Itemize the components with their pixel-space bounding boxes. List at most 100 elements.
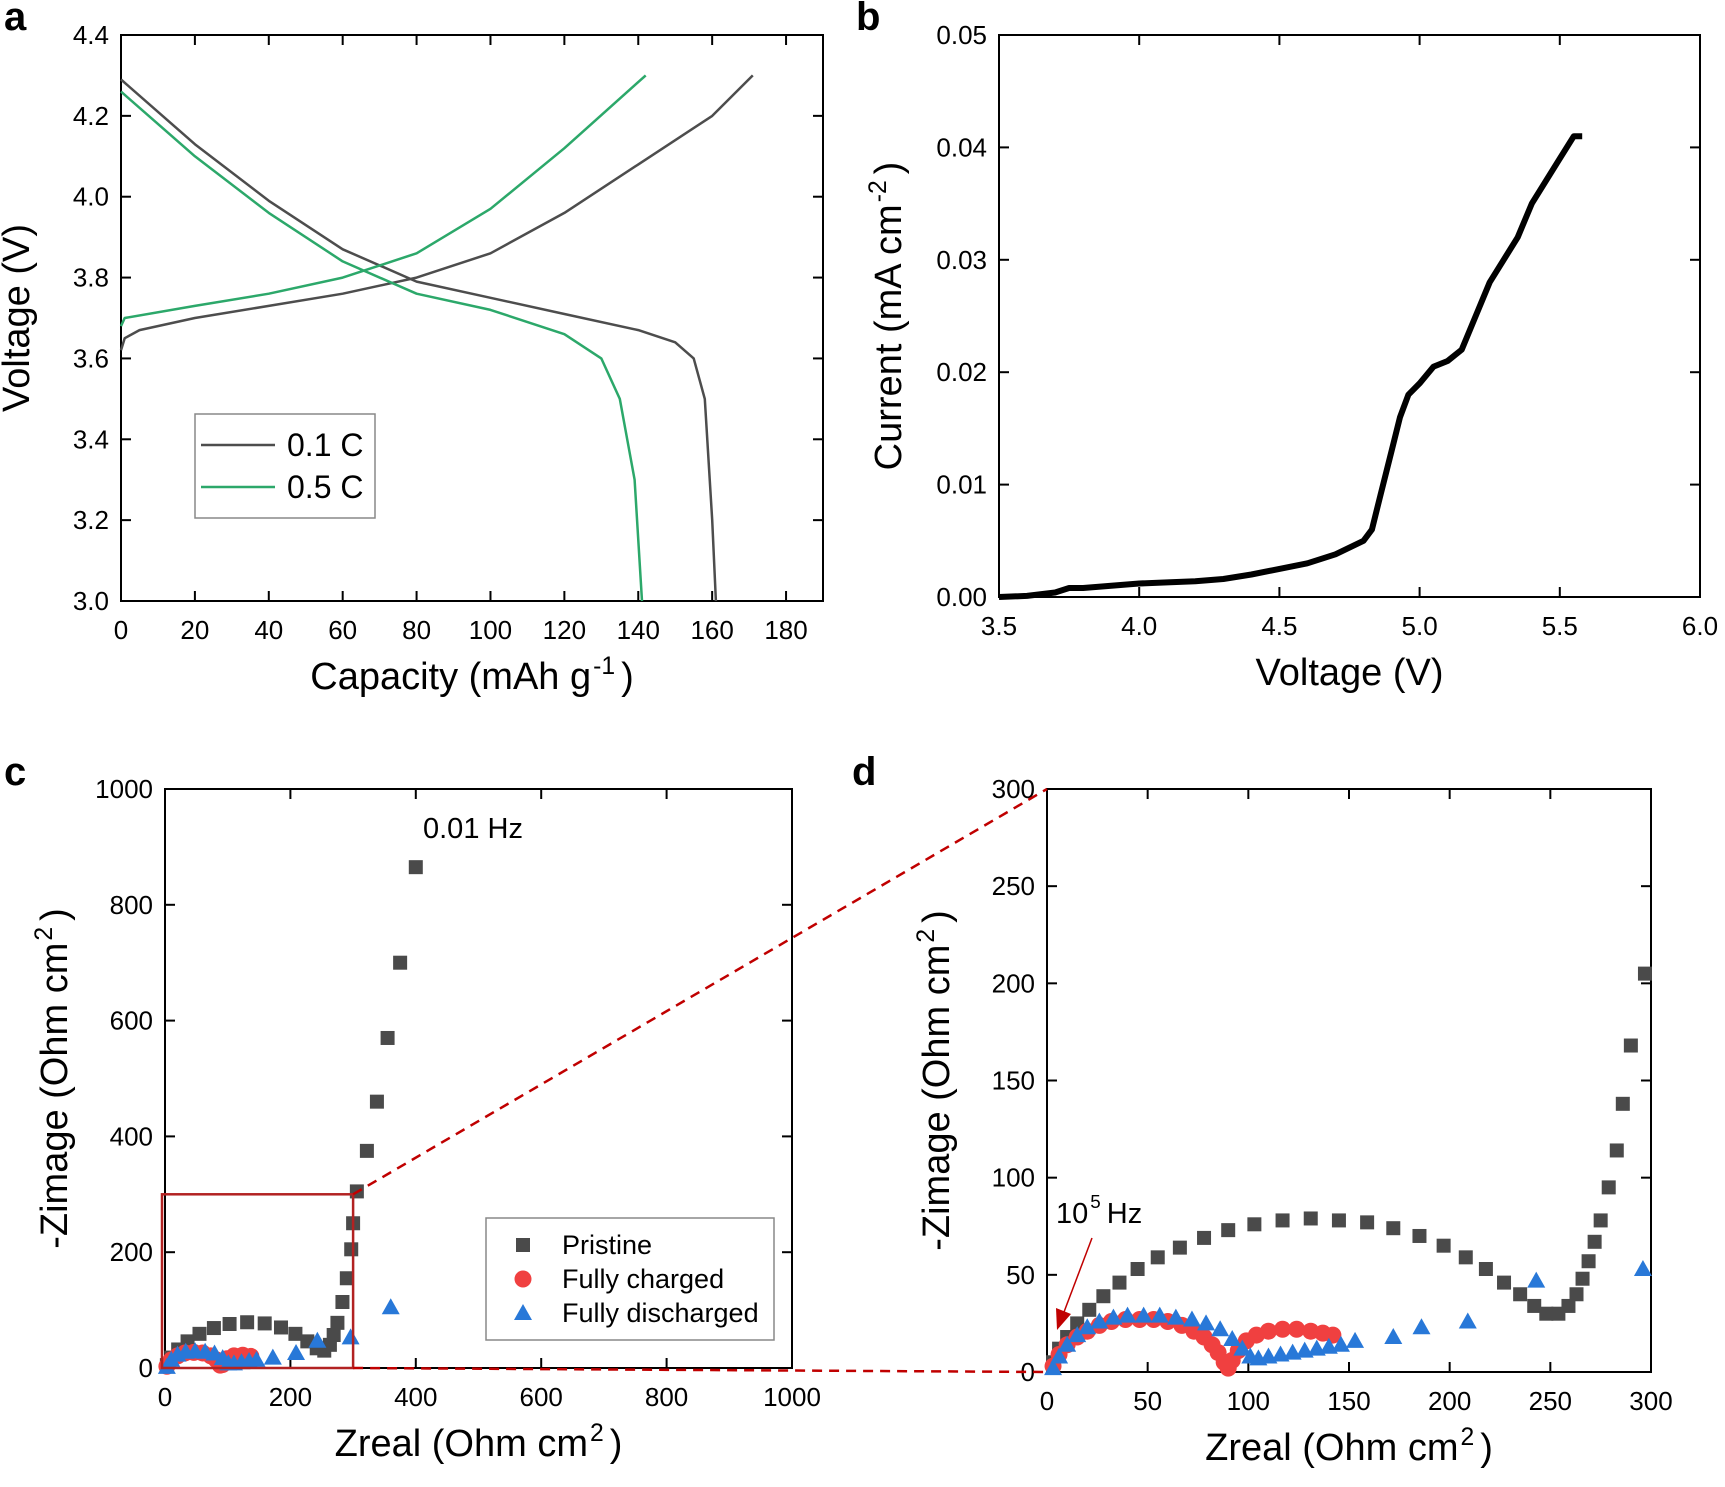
x-axis-label-sup: 2 — [1460, 1424, 1474, 1451]
marker-triangle — [1458, 1312, 1477, 1329]
y-tick-label: 0.05 — [936, 20, 987, 50]
y-axis-label-sup: -2 — [865, 180, 892, 202]
y-tick-label: 0 — [139, 1353, 153, 1383]
legend-label: Fully discharged — [562, 1298, 759, 1328]
y-axis-label-tail: ) — [868, 162, 910, 175]
marker-triangle — [263, 1348, 282, 1365]
marker-triangle — [1346, 1331, 1365, 1348]
x-tick-label: 3.5 — [981, 611, 1017, 641]
x-tick-label: 600 — [520, 1382, 563, 1412]
y-tick-label: 4.4 — [73, 20, 109, 50]
x-tick-label: 200 — [1428, 1386, 1471, 1416]
x-axis-label-text: Zreal (Ohm cm — [1205, 1427, 1458, 1469]
y-axis-label-text: -Zimage (Ohm cm — [34, 943, 76, 1249]
x-tick-label: 140 — [617, 615, 660, 645]
y-tick-label: 3.2 — [73, 505, 109, 535]
marker-square — [288, 1326, 303, 1341]
y-tick-label: 0.01 — [936, 470, 987, 500]
marker-square — [1303, 1211, 1318, 1226]
marker-triangle — [287, 1343, 306, 1360]
legend-label: 0.1 C — [287, 427, 363, 463]
x-tick-label: 50 — [1133, 1386, 1162, 1416]
marker-square — [1609, 1143, 1624, 1158]
marker-square — [1569, 1287, 1584, 1302]
zoom-connector — [353, 1366, 1048, 1374]
y-tick-label: 4.0 — [73, 182, 109, 212]
y-tick-label: 3.0 — [73, 586, 109, 616]
marker-circle — [1288, 1320, 1306, 1338]
marker-square — [335, 1294, 350, 1309]
y-axis-label-sup: 2 — [31, 927, 58, 941]
x-tick-label: 20 — [180, 615, 209, 645]
y-axis-label: -Zimage (Ohm cm 2) — [913, 910, 958, 1251]
x-tick-label: 5.0 — [1402, 611, 1438, 641]
marker-square — [240, 1315, 255, 1330]
marker-triangle — [247, 1350, 266, 1367]
marker-square — [1623, 1038, 1638, 1053]
y-tick-label: 0.03 — [936, 245, 987, 275]
x-axis-label: Capacity (mAh g-1) — [310, 653, 634, 698]
data-line — [119, 74, 754, 602]
annotation-tail: Hz — [1107, 1198, 1142, 1230]
x-axis-label-tail: ) — [1480, 1427, 1493, 1469]
marker-triangle — [341, 1328, 360, 1345]
y-tick-label: 800 — [110, 890, 153, 920]
y-axis-label: Current (mA cm-2) — [865, 162, 910, 471]
y-tick-label: 50 — [1006, 1260, 1035, 1290]
marker-triangle — [1633, 1260, 1652, 1277]
annotation: 0.01 Hz — [423, 813, 523, 845]
x-tick-label: 250 — [1529, 1386, 1572, 1416]
marker-triangle — [1044, 1359, 1063, 1376]
marker-triangle — [1527, 1271, 1546, 1288]
x-tick-label: 800 — [645, 1382, 688, 1412]
marker-square — [339, 1271, 354, 1286]
marker-triangle — [1058, 1335, 1077, 1352]
marker-square — [1275, 1213, 1290, 1228]
plot-frame — [1046, 788, 1652, 1373]
marker-square — [1575, 1271, 1590, 1286]
y-tick-label: 300 — [992, 774, 1035, 804]
data-line — [998, 133, 1583, 600]
y-axis-label-text: -Zimage (Ohm cm — [916, 945, 958, 1251]
marker-square — [1513, 1287, 1528, 1302]
annotation: 10 5 Hz — [1056, 1191, 1142, 1230]
marker-triangle — [1134, 1306, 1153, 1323]
marker-triangle — [1078, 1318, 1097, 1335]
marker-square — [1497, 1275, 1512, 1290]
data-line — [119, 74, 647, 602]
marker-square — [344, 1242, 359, 1257]
x-axis-label: Zreal (Ohm cm2) — [1205, 1424, 1493, 1469]
legend-label: 0.5 C — [287, 469, 363, 505]
marker-square — [1112, 1275, 1127, 1290]
annotation-sup: 5 — [1090, 1191, 1100, 1212]
x-axis-label-text: Capacity (mAh g — [310, 656, 591, 698]
x-tick-label: 120 — [543, 615, 586, 645]
marker-square — [192, 1326, 207, 1341]
y-tick-label: 0.02 — [936, 357, 987, 387]
y-axis-label-tail: ) — [916, 910, 958, 923]
marker-square — [1478, 1262, 1493, 1277]
y-axis-label-sup: 2 — [913, 929, 940, 943]
marker-square — [273, 1320, 288, 1335]
annotation-text: 10 — [1056, 1198, 1088, 1230]
x-tick-label: 400 — [394, 1382, 437, 1412]
marker-triangle — [1223, 1329, 1242, 1346]
marker-triangle — [1233, 1339, 1252, 1356]
legend-label: Pristine — [562, 1230, 652, 1260]
y-axis-label: Voltage (V) — [0, 224, 38, 412]
legend-box — [485, 1217, 775, 1341]
y-tick-label: 3.8 — [73, 263, 109, 293]
y-tick-label: 1000 — [95, 774, 153, 804]
zoom-box — [160, 1193, 355, 1370]
panel-letter: b — [856, 0, 880, 39]
x-tick-label: 80 — [402, 615, 431, 645]
y-tick-label: 400 — [110, 1121, 153, 1151]
x-tick-label: 200 — [269, 1382, 312, 1412]
annotation-arrow — [1063, 1237, 1093, 1313]
marker-square — [1587, 1234, 1602, 1249]
marker-square — [1386, 1221, 1401, 1236]
arrow-head — [1056, 1308, 1071, 1330]
marker-triangle — [1150, 1306, 1169, 1323]
x-tick-label: 0 — [1040, 1386, 1054, 1416]
x-tick-label: 6.0 — [1682, 611, 1718, 641]
